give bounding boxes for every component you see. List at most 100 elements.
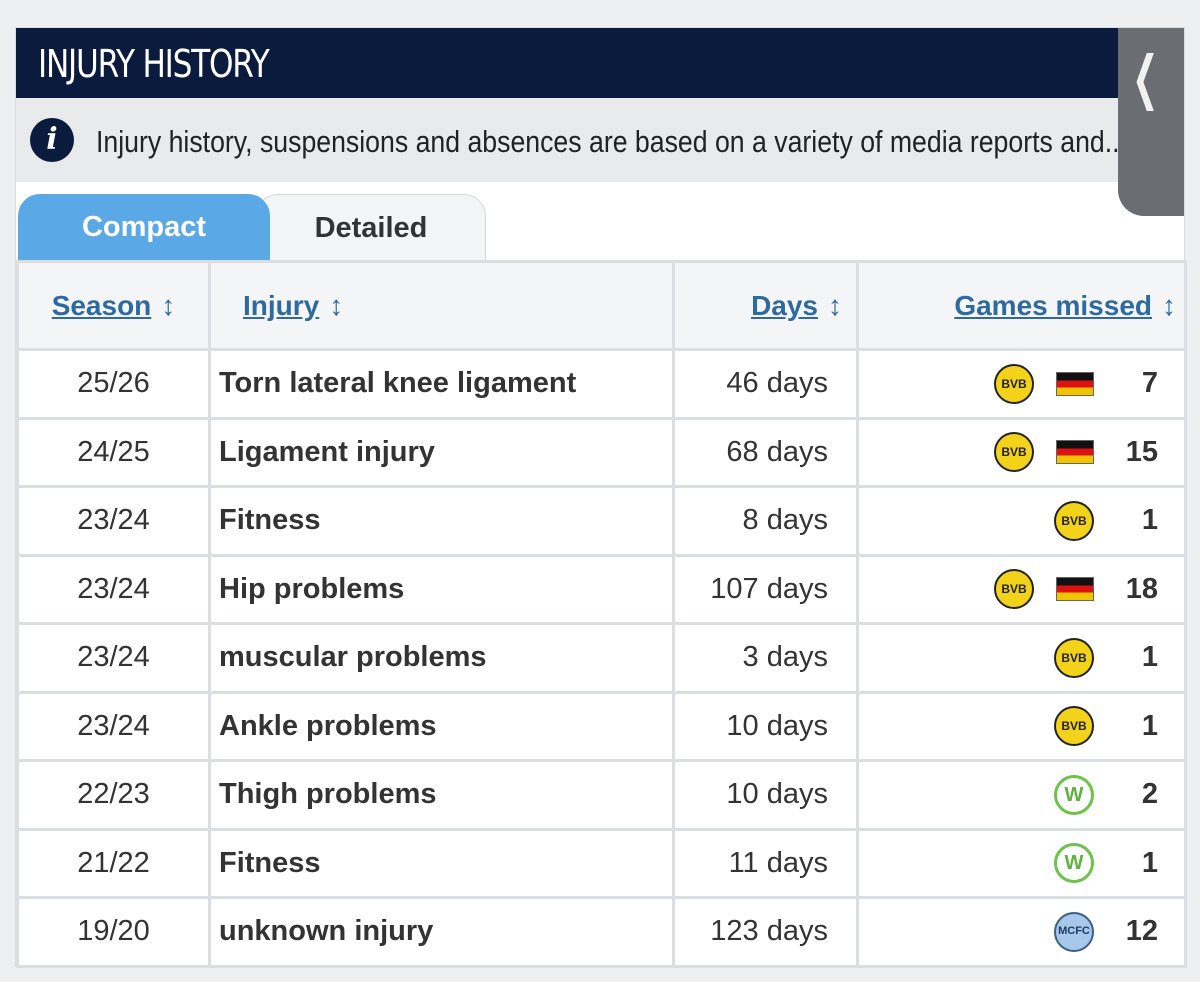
info-text[interactable]: Injury history, suspensions and absences… (96, 124, 1127, 159)
collapse-panel-tab[interactable]: ❮ (1118, 28, 1184, 216)
days-cell: 123 days (672, 896, 859, 968)
days-cell: 46 days (672, 348, 859, 420)
injury-cell: unknown injury (208, 896, 675, 968)
table-row: 23/24 Fitness 8 days BVB 1 (16, 485, 1187, 557)
games-missed-group: BVB 7 (860, 363, 1158, 404)
injury-cell: Fitness (208, 485, 675, 557)
sort-icon[interactable]: ↕ (1162, 289, 1176, 321)
games-missed-count: 1 (1141, 846, 1158, 879)
bvb-club-logo-icon[interactable]: BVB (1054, 706, 1094, 747)
games-missed-cell: MCFC 12 (856, 896, 1187, 968)
column-header-days[interactable]: Days ↕ (672, 260, 859, 351)
injury-table: Season ↕ Injury ↕ Days ↕ Games missed ↕ 25/2… (16, 260, 1187, 968)
club-logo-mark: BVB (1001, 376, 1027, 391)
games-missed-count: 1 (1141, 641, 1158, 674)
games-missed-cell: BVB 7 (856, 348, 1187, 420)
games-missed-group: BVB 1 (860, 706, 1158, 747)
bvb-club-logo-icon[interactable]: BVB (994, 432, 1034, 473)
days-cell: 10 days (672, 690, 859, 762)
info-bar[interactable]: i Injury history, suspensions and absenc… (16, 98, 1184, 182)
table-row: 22/23 Thigh problems 10 days W 2 (16, 759, 1187, 831)
chevron-left-icon[interactable]: ❮ (1132, 43, 1159, 111)
injury-cell: Thigh problems (208, 759, 675, 831)
days-cell: 68 days (672, 416, 859, 488)
season-cell: 23/24 (16, 690, 211, 762)
days-cell: 11 days (672, 827, 859, 899)
bvb-club-logo-icon[interactable]: BVB (994, 363, 1034, 404)
season-cell: 19/20 (16, 896, 211, 968)
season-cell: 23/24 (16, 622, 211, 694)
injury-cell: Torn lateral knee ligament (208, 348, 675, 420)
injury-sort-link[interactable]: Injury (243, 289, 320, 321)
club-logo-mark: BVB (1001, 445, 1027, 460)
days-cell: 8 days (672, 485, 859, 557)
bvb-club-logo-icon[interactable]: BVB (1054, 500, 1094, 541)
games-missed-count: 15 (1125, 435, 1158, 468)
games-missed-cell: BVB 1 (856, 690, 1187, 762)
table-row: 19/20 unknown injury 123 days MCFC 12 (16, 896, 1187, 968)
germany-flag-icon[interactable] (1056, 577, 1094, 602)
bvb-club-logo-icon[interactable]: BVB (1054, 637, 1094, 678)
club-logo-mark: W (1064, 783, 1084, 806)
club-logo-mark: W (1064, 852, 1084, 875)
germany-flag-icon[interactable] (1056, 371, 1094, 396)
games-missed-count: 7 (1141, 367, 1158, 400)
germany-flag-icon[interactable] (1056, 440, 1094, 465)
column-header-injury[interactable]: Injury ↕ (208, 260, 675, 351)
games-missed-count: 12 (1125, 915, 1158, 948)
column-header-season[interactable]: Season ↕ (16, 260, 211, 351)
games-missed-sort-link[interactable]: Games missed (954, 289, 1152, 321)
table-row: 21/22 Fitness 11 days W 1 (16, 827, 1187, 899)
table-row: 23/24 muscular problems 3 days BVB 1 (16, 622, 1187, 694)
club-logo-mark: MCFC (1058, 925, 1090, 938)
season-cell: 22/23 (16, 759, 211, 831)
table-row: 23/24 Hip problems 107 days BVB 18 (16, 553, 1187, 625)
table-row: 23/24 Ankle problems 10 days BVB 1 (16, 690, 1187, 762)
view-tabs: Detailed Compact (16, 182, 1184, 260)
club-logo-mark: BVB (1061, 650, 1087, 665)
days-cell: 107 days (672, 553, 859, 625)
club-logo-mark: BVB (1001, 582, 1027, 597)
games-missed-group: MCFC 12 (860, 911, 1158, 952)
injury-cell: Ankle problems (208, 690, 675, 762)
days-cell: 10 days (672, 759, 859, 831)
games-missed-cell: BVB 18 (856, 553, 1187, 625)
games-missed-cell: BVB 1 (856, 485, 1187, 557)
days-cell: 3 days (672, 622, 859, 694)
injury-cell: Hip problems (208, 553, 675, 625)
games-missed-count: 2 (1141, 778, 1158, 811)
games-missed-count: 18 (1125, 572, 1158, 605)
info-icon[interactable]: i (30, 118, 74, 162)
games-missed-group: BVB 15 (860, 432, 1158, 473)
injury-history-card: INJURY HISTORY i Injury history, suspens… (15, 27, 1187, 968)
man-city-club-logo-icon[interactable]: MCFC (1054, 911, 1094, 952)
injury-cell: Ligament injury (208, 416, 675, 488)
section-title: INJURY HISTORY (38, 42, 270, 86)
tab-detailed[interactable]: Detailed (256, 194, 486, 260)
injury-cell: Fitness (208, 827, 675, 899)
sort-icon[interactable]: ↕ (828, 289, 842, 321)
sort-icon[interactable]: ↕ (329, 289, 344, 321)
section-header: INJURY HISTORY (16, 28, 1184, 98)
tab-compact[interactable]: Compact (18, 194, 270, 260)
season-cell: 24/25 (16, 416, 211, 488)
games-missed-cell: BVB 15 (856, 416, 1187, 488)
games-missed-group: BVB 18 (860, 569, 1158, 610)
table-row: 24/25 Ligament injury 68 days BVB 15 (16, 416, 1187, 488)
games-missed-group: BVB 1 (860, 500, 1158, 541)
wolfsburg-club-logo-icon[interactable]: W (1054, 843, 1094, 884)
wolfsburg-club-logo-icon[interactable]: W (1054, 774, 1094, 815)
games-missed-group: BVB 1 (860, 637, 1158, 678)
sort-icon[interactable]: ↕ (161, 289, 176, 321)
season-sort-link[interactable]: Season (51, 289, 152, 321)
bvb-club-logo-icon[interactable]: BVB (994, 569, 1034, 610)
column-header-games-missed[interactable]: Games missed ↕ (856, 260, 1187, 351)
games-missed-count: 1 (1141, 709, 1158, 742)
table-row: 25/26 Torn lateral knee ligament 46 days BV… (16, 348, 1187, 420)
season-cell: 23/24 (16, 553, 211, 625)
days-sort-link[interactable]: Days (751, 289, 818, 321)
